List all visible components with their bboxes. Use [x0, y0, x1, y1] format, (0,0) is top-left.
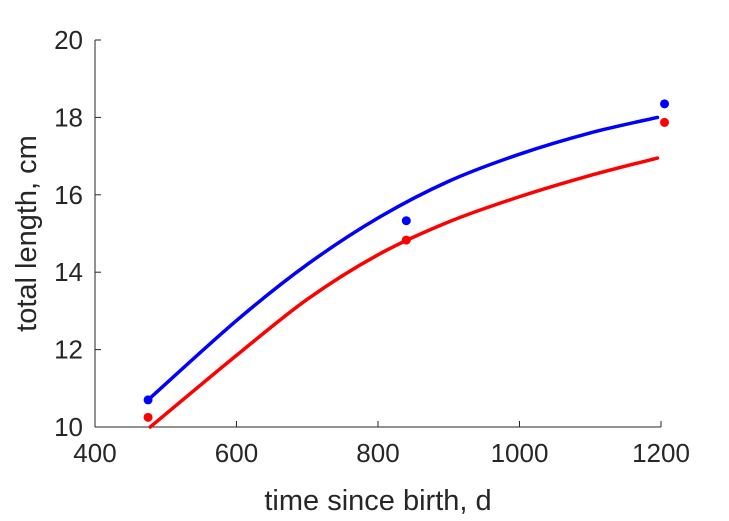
- x-axis-label: time since birth, d: [264, 485, 491, 517]
- y-tick-label: 20: [54, 25, 83, 55]
- x-tick-label: 800: [356, 438, 399, 468]
- fit-curves: [146, 115, 660, 429]
- y-axis-label: total length, cm: [11, 135, 43, 332]
- data-point-red: [660, 117, 670, 127]
- y-tick-label: 16: [54, 180, 83, 210]
- x-tick-label: 1000: [491, 438, 549, 468]
- axes: [94, 39, 662, 428]
- y-tick-label: 12: [54, 335, 83, 365]
- data-points: [143, 99, 670, 422]
- y-tick-label: 14: [54, 257, 83, 287]
- y-tick-label: 10: [54, 412, 83, 442]
- data-point-blue: [401, 216, 411, 226]
- data-point-red: [143, 412, 153, 422]
- x-tick-label: 1200: [632, 438, 690, 468]
- tick-labels: 400 600 800 1000 1200 10 12 14 16 18 20: [54, 25, 690, 468]
- data-point-red: [401, 235, 411, 245]
- y-tick-label: 18: [54, 102, 83, 132]
- x-tick-label: 600: [215, 438, 258, 468]
- fit-curve-red: [148, 156, 660, 429]
- data-point-blue: [660, 99, 670, 109]
- fit-curve-blue: [146, 115, 660, 402]
- x-tick-label: 400: [73, 438, 116, 468]
- data-point-blue: [143, 395, 153, 405]
